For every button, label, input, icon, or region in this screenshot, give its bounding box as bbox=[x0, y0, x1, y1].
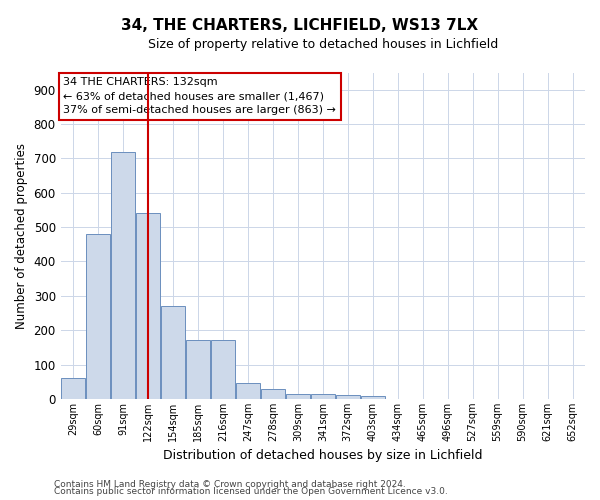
X-axis label: Distribution of detached houses by size in Lichfield: Distribution of detached houses by size … bbox=[163, 450, 482, 462]
Bar bbox=[111, 152, 136, 399]
Text: 34 THE CHARTERS: 132sqm
← 63% of detached houses are smaller (1,467)
37% of semi: 34 THE CHARTERS: 132sqm ← 63% of detache… bbox=[63, 78, 336, 116]
Bar bbox=[211, 340, 235, 399]
Text: Contains public sector information licensed under the Open Government Licence v3: Contains public sector information licen… bbox=[54, 487, 448, 496]
Bar bbox=[335, 396, 360, 399]
Text: Contains HM Land Registry data © Crown copyright and database right 2024.: Contains HM Land Registry data © Crown c… bbox=[54, 480, 406, 489]
Bar bbox=[236, 384, 260, 399]
Bar bbox=[311, 394, 335, 399]
Bar bbox=[86, 234, 110, 399]
Bar bbox=[161, 306, 185, 399]
Text: 34, THE CHARTERS, LICHFIELD, WS13 7LX: 34, THE CHARTERS, LICHFIELD, WS13 7LX bbox=[121, 18, 479, 32]
Bar bbox=[361, 396, 385, 399]
Bar bbox=[61, 378, 85, 399]
Bar bbox=[260, 388, 285, 399]
Y-axis label: Number of detached properties: Number of detached properties bbox=[15, 142, 28, 328]
Bar bbox=[286, 394, 310, 399]
Bar bbox=[136, 214, 160, 399]
Bar bbox=[186, 340, 210, 399]
Title: Size of property relative to detached houses in Lichfield: Size of property relative to detached ho… bbox=[148, 38, 498, 51]
